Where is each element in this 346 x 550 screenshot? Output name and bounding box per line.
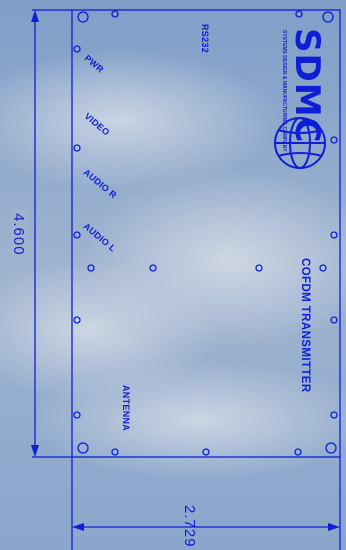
corner-hole xyxy=(77,442,89,454)
sdmc-logo-tagline: SYSTEMS DESIGN & MANUFACTURING COMPANY xyxy=(281,30,287,152)
corner-hole xyxy=(322,11,334,23)
mount-hole xyxy=(330,136,338,144)
width-dimension-label: 2.729 xyxy=(181,505,198,548)
mount-hole xyxy=(111,10,119,18)
mount-hole xyxy=(73,411,81,419)
mount-hole xyxy=(111,448,119,456)
mount-hole xyxy=(87,264,95,272)
mount-hole xyxy=(149,264,157,272)
mount-hole xyxy=(330,316,338,324)
mount-hole xyxy=(319,264,327,272)
antenna-label: ANTENNA xyxy=(121,385,131,432)
mount-hole xyxy=(330,411,338,419)
cofdm-transmitter-title: COFDM TRANSMITTER xyxy=(299,258,311,393)
mount-hole xyxy=(73,45,81,53)
arrow-up xyxy=(31,10,39,22)
corner-hole xyxy=(325,442,337,454)
corner-hole xyxy=(77,11,89,23)
mount-hole xyxy=(73,231,81,239)
mount-hole xyxy=(330,231,338,239)
mount-hole xyxy=(73,144,81,152)
mount-hole xyxy=(294,448,302,456)
arrow-down xyxy=(31,445,39,457)
sdmc-logo-wordmark: SDMC xyxy=(287,28,327,144)
mount-hole xyxy=(73,316,81,324)
rs232-label: RS232 xyxy=(200,24,210,54)
board-outline xyxy=(71,9,341,458)
mount-hole xyxy=(255,264,263,272)
arrow-left xyxy=(72,523,84,531)
arrow-right xyxy=(328,523,340,531)
mount-hole xyxy=(202,448,210,456)
logo-globe-icon xyxy=(274,117,326,169)
height-dimension-label: 4.600 xyxy=(10,210,27,259)
mount-hole xyxy=(295,10,303,18)
